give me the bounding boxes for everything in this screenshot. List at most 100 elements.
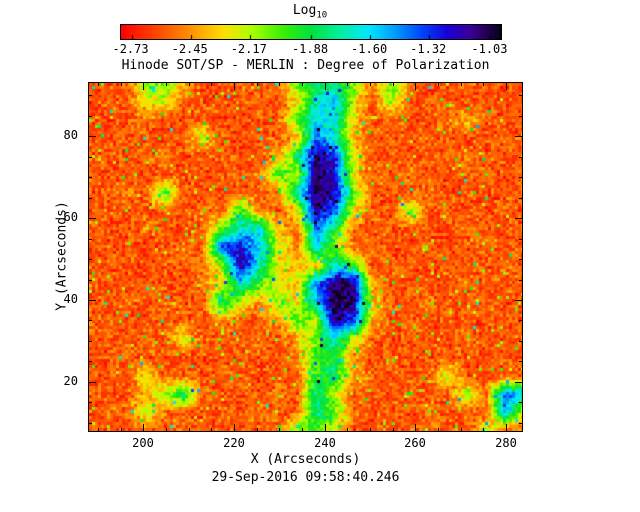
y-minor-tick: [89, 402, 92, 403]
y-major-tick: [89, 136, 96, 137]
colorbar-title: Log10: [120, 3, 500, 21]
y-minor-tick: [89, 116, 92, 117]
colorbar-tick-label: -2.45: [171, 42, 208, 56]
x-major-tick: [325, 424, 326, 431]
colorbar: [120, 24, 502, 40]
y-tick-label: 40: [63, 292, 78, 306]
y-minor-tick: [519, 361, 522, 362]
y-minor-tick: [519, 259, 522, 260]
x-minor-tick: [302, 83, 303, 86]
y-minor-tick: [89, 259, 92, 260]
x-major-tick: [506, 424, 507, 431]
x-minor-tick: [279, 428, 280, 431]
x-minor-tick: [257, 83, 258, 86]
y-minor-tick: [89, 95, 92, 96]
heatmap-canvas: [89, 83, 522, 431]
y-minor-tick: [519, 341, 522, 342]
colorbar-tick-label: -1.60: [351, 42, 388, 56]
x-minor-tick: [438, 428, 439, 431]
y-minor-tick: [89, 177, 92, 178]
x-minor-tick: [370, 428, 371, 431]
x-tick-label: 280: [495, 436, 517, 450]
y-major-tick: [515, 382, 522, 383]
y-minor-tick: [519, 198, 522, 199]
x-tick-label: 260: [404, 436, 426, 450]
y-minor-tick: [519, 280, 522, 281]
x-major-tick: [143, 424, 144, 431]
x-major-tick: [415, 424, 416, 431]
y-minor-tick: [89, 361, 92, 362]
x-minor-tick: [257, 428, 258, 431]
x-minor-tick: [98, 83, 99, 86]
x-tick-label: 200: [132, 436, 154, 450]
colorbar-title-sub: 10: [316, 10, 328, 21]
colorbar-tick-label: -1.32: [410, 42, 447, 56]
y-tick-label: 60: [63, 210, 78, 224]
x-minor-tick: [121, 83, 122, 86]
colorbar-tick-label: -2.17: [230, 42, 267, 56]
x-minor-tick: [438, 83, 439, 86]
y-minor-tick: [89, 341, 92, 342]
y-minor-tick: [89, 280, 92, 281]
y-minor-tick: [519, 239, 522, 240]
colorbar-tick-label: -1.88: [291, 42, 329, 56]
colorbar-tick-label: -1.03: [471, 42, 508, 56]
timestamp-caption: 29-Sep-2016 09:58:40.246: [211, 470, 400, 485]
x-tick-label: 220: [223, 436, 245, 450]
y-minor-tick: [519, 116, 522, 117]
x-minor-tick: [121, 428, 122, 431]
colorbar-tick-labels: -2.73 -2.45 -2.17 -1.88 -1.60 -1.32 -1.03: [112, 42, 507, 56]
y-minor-tick: [519, 402, 522, 403]
x-minor-tick: [483, 428, 484, 431]
x-minor-tick: [347, 428, 348, 431]
y-tick-label: 20: [63, 374, 78, 388]
x-minor-tick: [279, 83, 280, 86]
colorbar-tick-label: -2.73: [112, 42, 149, 56]
x-major-tick: [234, 83, 235, 90]
y-minor-tick: [89, 198, 92, 199]
y-minor-tick: [89, 423, 92, 424]
colorbar-title-main: Log: [292, 3, 317, 18]
y-minor-tick: [519, 157, 522, 158]
x-minor-tick: [211, 428, 212, 431]
x-minor-tick: [166, 428, 167, 431]
x-major-tick: [143, 83, 144, 90]
y-tick-label: 80: [63, 128, 78, 142]
x-minor-tick: [166, 83, 167, 86]
x-minor-tick: [370, 83, 371, 86]
x-axis-label: X (Arcseconds): [250, 452, 361, 467]
x-major-tick: [234, 424, 235, 431]
y-minor-tick: [519, 320, 522, 321]
plot-area: [88, 82, 523, 432]
y-minor-tick: [519, 177, 522, 178]
x-minor-tick: [347, 83, 348, 86]
x-tick-label: 240: [314, 436, 336, 450]
y-major-tick: [89, 300, 96, 301]
y-major-tick: [515, 136, 522, 137]
x-minor-tick: [461, 428, 462, 431]
y-minor-tick: [89, 239, 92, 240]
x-minor-tick: [98, 428, 99, 431]
y-minor-tick: [89, 320, 92, 321]
x-minor-tick: [393, 428, 394, 431]
x-major-tick: [415, 83, 416, 90]
y-minor-tick: [519, 423, 522, 424]
x-minor-tick: [461, 83, 462, 86]
x-minor-tick: [189, 83, 190, 86]
y-major-tick: [89, 382, 96, 383]
x-major-tick: [506, 83, 507, 90]
x-minor-tick: [302, 428, 303, 431]
y-axis-tick-labels: 20 40 60 80: [44, 83, 82, 431]
colorbar-gradient: [121, 25, 501, 39]
x-minor-tick: [393, 83, 394, 86]
x-minor-tick: [189, 428, 190, 431]
x-major-tick: [325, 83, 326, 90]
x-minor-tick: [483, 83, 484, 86]
y-minor-tick: [89, 157, 92, 158]
y-major-tick: [89, 218, 96, 219]
x-minor-tick: [211, 83, 212, 86]
plot-title: Hinode SOT/SP - MERLIN : Degree of Polar…: [121, 58, 490, 73]
y-major-tick: [515, 300, 522, 301]
y-major-tick: [515, 218, 522, 219]
